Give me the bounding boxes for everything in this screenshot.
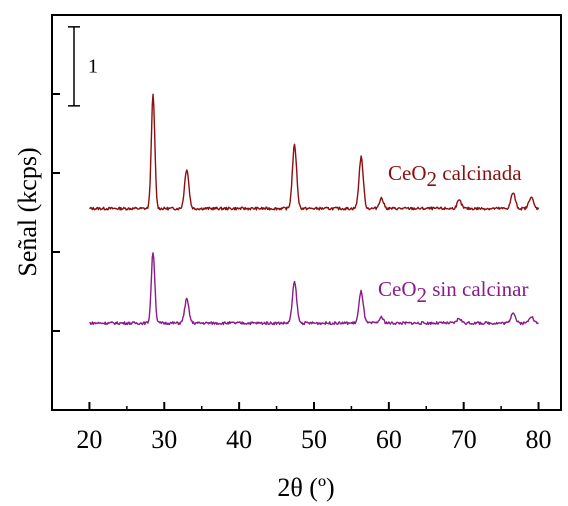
series-line-sin-calcinar — [89, 252, 539, 326]
series-layer: CeO2 calcinada CeO2 sin calcinar — [89, 93, 540, 326]
x-tick-label: 20 — [76, 425, 102, 454]
x-tick-label: 40 — [226, 425, 252, 454]
x-axis-ticks: 20 30 40 50 60 70 80 — [76, 402, 552, 454]
y-axis-label: Señal (kcps) — [13, 147, 42, 276]
series-line-calcinada — [89, 93, 540, 211]
x-axis-label: 2θ (º) — [277, 473, 334, 502]
x-tick-label: 60 — [376, 425, 402, 454]
x-tick-label: 80 — [526, 425, 552, 454]
scale-bar: 1 — [68, 26, 98, 107]
y-axis-ticks — [52, 93, 60, 332]
x-tick-label: 30 — [151, 425, 177, 454]
x-tick-label: 50 — [301, 425, 327, 454]
plot-frame — [51, 14, 562, 411]
series-label-sin-calcinar: CeO2 sin calcinar — [378, 277, 528, 307]
x-tick-label: 70 — [451, 425, 477, 454]
series-label-calcinada: CeO2 calcinada — [388, 161, 522, 191]
scale-bar-label: 1 — [88, 55, 98, 77]
